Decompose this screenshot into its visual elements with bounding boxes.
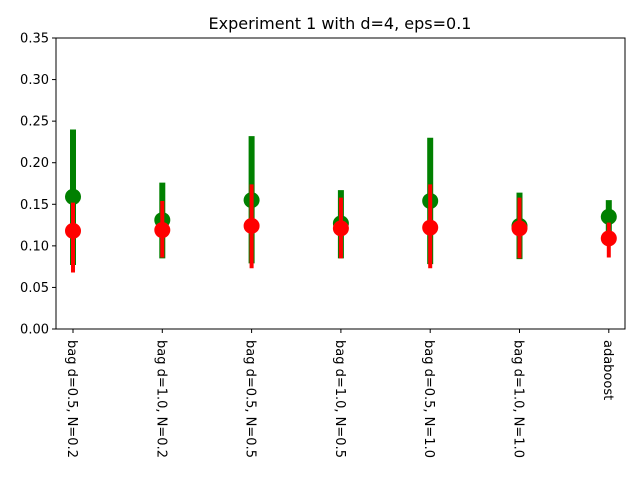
data-point — [600, 208, 617, 225]
data-point — [511, 220, 528, 237]
chart-title: Experiment 1 with d=4, eps=0.1 — [209, 14, 472, 33]
y-tick-label: 0.15 — [20, 198, 49, 213]
x-tick-label: bag d=0.5, N=0.2 — [64, 340, 79, 458]
data-point — [243, 217, 260, 234]
y-axis: 0.00 0.05 0.10 0.15 0.20 0.25 0.30 0.35 — [20, 32, 56, 338]
data-point — [332, 220, 349, 237]
y-tick-label: 0.30 — [20, 73, 49, 88]
x-axis: bag d=0.5, N=0.2 bag d=1.0, N=0.2 bag d=0.… — [64, 329, 615, 458]
x-tick-label: bag d=1.0, N=0.2 — [153, 340, 168, 458]
y-tick-label: 0.35 — [20, 32, 49, 47]
series-2 — [65, 184, 617, 273]
x-tick-label: bag d=0.5, N=0.5 — [243, 340, 258, 458]
data-point — [154, 222, 171, 239]
y-tick-label: 0.00 — [20, 323, 49, 338]
plot-area-frame — [55, 37, 626, 330]
y-tick-label: 0.10 — [20, 239, 49, 254]
y-tick-label: 0.25 — [20, 115, 49, 130]
data-point — [65, 222, 81, 239]
x-tick-label: bag d=0.5, N=1.0 — [421, 340, 436, 458]
x-tick-label: bag d=1.0, N=0.5 — [332, 340, 347, 458]
data-point — [600, 230, 617, 247]
data-point — [65, 188, 81, 205]
x-tick-label: adaboost — [600, 340, 615, 400]
y-tick-label: 0.20 — [20, 156, 49, 171]
data-point — [422, 219, 439, 236]
x-tick-label: bag d=1.0, N=1.0 — [511, 340, 526, 458]
y-tick-label: 0.05 — [20, 281, 49, 296]
series-layer — [65, 129, 617, 273]
